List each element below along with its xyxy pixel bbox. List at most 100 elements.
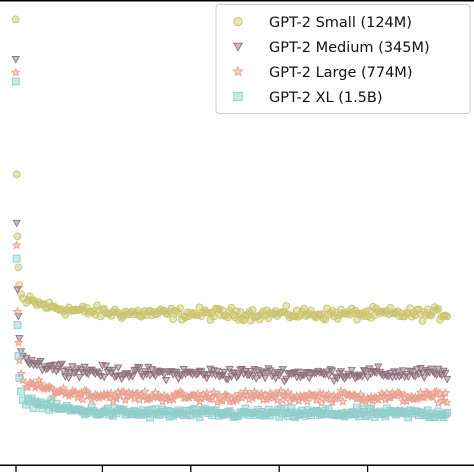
data-point	[150, 387, 161, 397]
legend-entry: GPT-2 XL (1.5B)	[233, 90, 383, 106]
data-point	[177, 388, 187, 398]
data-point	[337, 396, 348, 406]
data-point	[433, 398, 444, 408]
data-point	[12, 306, 23, 316]
data-point	[201, 387, 212, 398]
data-point	[107, 311, 116, 320]
data-point	[422, 387, 433, 398]
data-point	[252, 375, 261, 383]
data-point	[302, 396, 313, 406]
data-point	[276, 385, 286, 395]
data-point	[169, 315, 177, 324]
data-point	[264, 365, 273, 373]
data-point	[335, 369, 344, 378]
data-point	[334, 390, 345, 400]
series-0-points	[11, 15, 452, 325]
data-point	[328, 367, 337, 376]
data-point	[441, 410, 450, 419]
data-points	[10, 15, 453, 422]
data-point	[300, 392, 311, 402]
data-point	[110, 373, 119, 382]
data-point	[255, 315, 264, 324]
data-point	[189, 390, 200, 400]
data-point	[236, 308, 245, 316]
data-point	[11, 77, 20, 86]
data-point	[398, 367, 408, 375]
data-point	[12, 254, 21, 263]
data-point	[323, 389, 334, 399]
data-point	[11, 15, 20, 24]
data-point	[247, 392, 258, 403]
data-point	[395, 373, 404, 381]
legend-box	[215, 4, 471, 114]
data-point	[267, 390, 278, 400]
data-point	[10, 67, 21, 77]
series-2-points	[10, 67, 453, 408]
data-point	[32, 380, 42, 390]
data-point	[64, 374, 73, 383]
data-point	[232, 373, 241, 382]
data-point	[419, 392, 430, 402]
data-point	[160, 371, 169, 379]
legend-marker-shape	[233, 16, 243, 27]
data-point	[118, 386, 129, 396]
data-point	[57, 360, 66, 369]
data-point	[244, 394, 255, 404]
data-point	[230, 370, 240, 378]
data-point	[374, 363, 383, 372]
data-point	[440, 387, 451, 397]
data-point	[282, 375, 291, 384]
data-point	[13, 337, 24, 347]
data-point	[11, 240, 22, 250]
data-point	[139, 386, 150, 396]
x-axis-ticks	[15, 465, 369, 472]
data-point	[227, 303, 236, 312]
data-point	[161, 377, 171, 385]
legend-entry: GPT-2 Small (124M)	[233, 15, 412, 31]
data-point	[108, 395, 118, 406]
data-point	[291, 391, 302, 401]
data-point	[441, 369, 450, 378]
data-point	[242, 389, 253, 400]
data-point	[46, 382, 57, 393]
data-point	[324, 372, 333, 380]
data-point	[406, 304, 414, 312]
data-point	[355, 389, 366, 399]
data-point	[407, 368, 416, 376]
data-point	[278, 366, 287, 374]
data-point	[80, 363, 89, 372]
data-point	[427, 311, 436, 320]
data-point	[416, 365, 425, 373]
data-point	[240, 386, 251, 396]
data-point	[237, 365, 247, 374]
data-point	[322, 368, 332, 376]
data-point	[287, 404, 296, 413]
data-point	[439, 367, 448, 376]
data-point	[282, 302, 291, 310]
data-point	[404, 373, 413, 381]
data-point	[14, 352, 23, 360]
data-point	[213, 367, 222, 376]
data-point	[442, 375, 452, 384]
data-point	[283, 387, 293, 397]
data-point	[128, 373, 137, 381]
legend-marker-circle	[233, 16, 243, 27]
data-point	[361, 412, 370, 421]
data-point	[336, 368, 346, 376]
data-point	[434, 305, 443, 313]
legend: GPT-2 Small (124M) GPT-2 Medium (345M) G…	[215, 4, 471, 114]
data-point	[307, 306, 315, 315]
legend-marker-shape	[233, 42, 243, 52]
data-point	[418, 369, 427, 378]
data-point	[12, 170, 21, 179]
data-point	[197, 312, 206, 320]
data-point	[55, 362, 65, 370]
data-point	[58, 383, 69, 393]
data-point	[223, 375, 233, 384]
data-point	[300, 304, 308, 313]
data-point	[62, 366, 72, 375]
legend-marker-triangle	[233, 42, 243, 52]
data-point	[100, 373, 109, 382]
data-point	[363, 373, 372, 382]
series-3-points	[11, 77, 452, 422]
